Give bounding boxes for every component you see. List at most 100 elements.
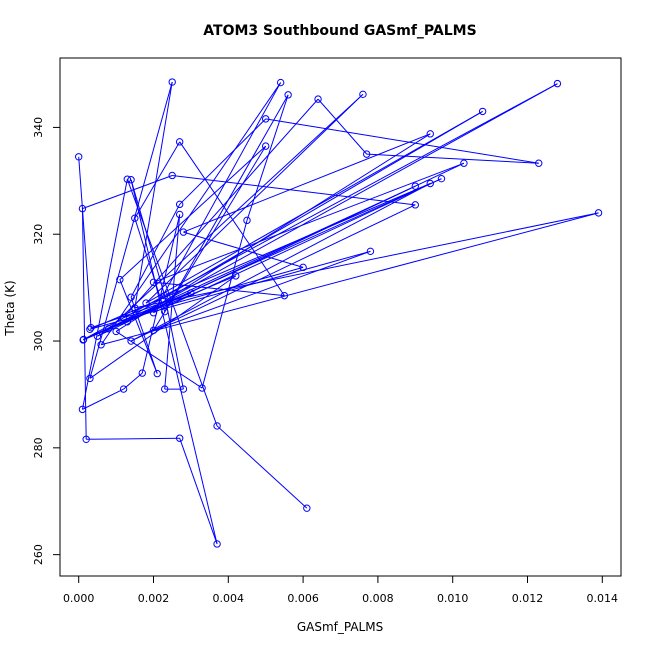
series-segment xyxy=(134,212,599,309)
series-segment xyxy=(130,179,218,545)
data-point xyxy=(78,405,87,414)
series-segment xyxy=(130,204,181,298)
series-segment xyxy=(134,141,181,219)
series-segment xyxy=(86,437,180,440)
y-tick-label: 340 xyxy=(32,117,45,138)
data-point xyxy=(175,200,184,209)
data-point xyxy=(535,159,543,167)
data-point xyxy=(187,289,195,297)
data-point xyxy=(276,78,285,87)
series-segment xyxy=(101,212,599,346)
series-segment xyxy=(127,162,465,323)
data-point xyxy=(426,179,434,188)
data-point xyxy=(213,540,221,548)
data-point xyxy=(123,175,132,183)
x-tick-label: 0.008 xyxy=(362,592,394,605)
series-segment xyxy=(134,218,166,312)
data-point xyxy=(138,369,146,377)
data-point xyxy=(104,325,113,333)
data-point xyxy=(82,435,90,443)
y-tick-label: 320 xyxy=(32,224,45,245)
data-point xyxy=(78,204,87,213)
data-point xyxy=(127,293,135,301)
data-point xyxy=(594,209,603,217)
x-axis: 0.000 0.002 0.004 0.006 0.008 0.010 0.012 0.014 xyxy=(63,575,618,605)
x-axis-label: GASmf_PALMS xyxy=(297,620,383,634)
data-point xyxy=(284,91,292,99)
data-point xyxy=(97,341,105,349)
series-segment xyxy=(153,250,371,331)
data-point xyxy=(175,210,184,219)
data-point xyxy=(179,228,188,236)
data-point xyxy=(303,504,311,512)
x-tick-label: 0.000 xyxy=(63,592,95,605)
y-axis: 260 280 300 320 340 xyxy=(32,117,61,565)
y-tick-label: 280 xyxy=(32,437,45,458)
data-point xyxy=(359,90,367,99)
data-point xyxy=(161,291,169,300)
series-segment xyxy=(108,178,442,330)
data-point xyxy=(280,291,289,300)
series-segment xyxy=(141,214,181,374)
series-segment xyxy=(179,118,267,205)
data-point xyxy=(437,174,446,183)
data-point xyxy=(175,434,184,442)
data-point xyxy=(553,79,562,88)
data-point xyxy=(426,130,434,138)
data-point xyxy=(262,142,270,150)
data-point xyxy=(168,78,176,86)
series-segment xyxy=(153,178,442,314)
data-point xyxy=(127,337,135,345)
data-point xyxy=(149,309,158,317)
series-segment xyxy=(81,208,87,440)
series-segment xyxy=(216,425,308,509)
data-point xyxy=(411,201,419,209)
data-point xyxy=(460,159,468,167)
series-segment xyxy=(317,98,368,155)
series-segment xyxy=(119,145,267,280)
data-point xyxy=(299,263,307,272)
x-tick-label: 0.002 xyxy=(138,592,170,605)
series-segment xyxy=(119,279,158,374)
data-point xyxy=(112,327,120,336)
x-tick-label: 0.006 xyxy=(287,592,319,605)
data-point xyxy=(149,278,158,286)
series-segment xyxy=(172,174,416,206)
series-segment xyxy=(246,94,289,221)
data-point xyxy=(168,171,176,180)
series-segment xyxy=(83,83,558,340)
data-point xyxy=(362,150,371,158)
series-segment xyxy=(366,153,539,164)
data-point xyxy=(243,216,251,225)
series-segment xyxy=(265,118,539,164)
series-segment xyxy=(134,81,173,309)
data-point xyxy=(262,115,270,123)
series-segment xyxy=(82,388,124,410)
series-segment xyxy=(179,438,218,545)
data-point xyxy=(161,307,169,316)
series-segment xyxy=(130,183,431,342)
data-point xyxy=(119,385,128,393)
series-segment xyxy=(123,372,143,390)
data-point xyxy=(131,214,139,222)
series-segment xyxy=(115,331,203,389)
data-point xyxy=(75,153,83,161)
series-segment xyxy=(153,281,285,297)
data-point xyxy=(87,323,95,332)
data-point xyxy=(175,138,184,146)
data-point xyxy=(411,182,419,190)
data-point xyxy=(314,95,322,103)
series-segment xyxy=(82,175,173,210)
data-point xyxy=(119,313,128,322)
y-tick-label: 260 xyxy=(32,544,45,565)
series-segment xyxy=(115,133,431,332)
data-series xyxy=(75,78,603,548)
series-segment xyxy=(78,156,92,328)
series-segment xyxy=(153,162,465,283)
series-segment xyxy=(89,183,431,330)
data-point xyxy=(123,318,132,326)
data-point xyxy=(86,374,94,383)
data-point xyxy=(86,325,94,333)
